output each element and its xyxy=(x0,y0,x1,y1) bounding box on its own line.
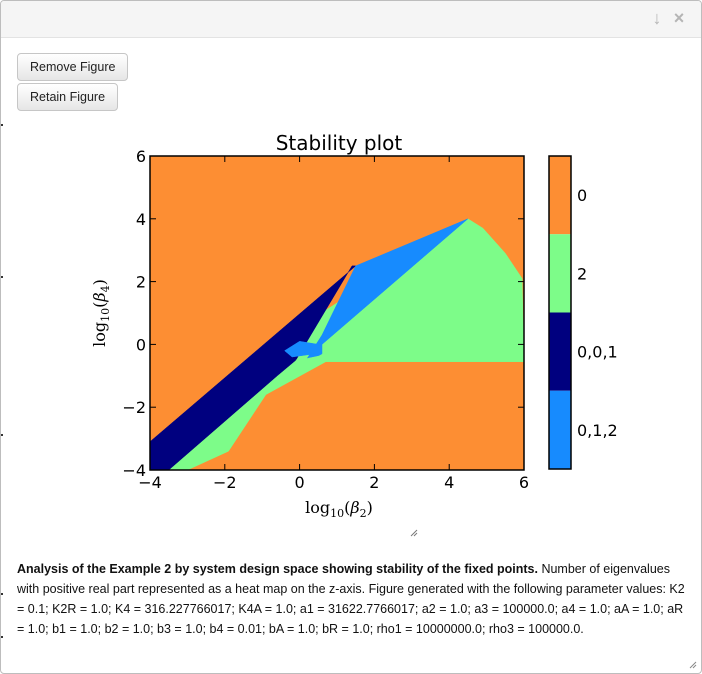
y-tick-label: 6 xyxy=(136,147,146,166)
x-tick-label: 2 xyxy=(369,473,379,492)
x-tick-label: 6 xyxy=(519,473,529,492)
colorbar-frame xyxy=(548,155,572,470)
figure-resize-icon[interactable] xyxy=(410,529,418,537)
region-2 xyxy=(150,265,357,470)
region-4 xyxy=(284,341,319,358)
x-tick-label: −4 xyxy=(138,473,162,492)
colorbar-segment xyxy=(549,156,571,235)
x-tick-label: −2 xyxy=(213,473,237,492)
colorbar-label: 2 xyxy=(577,264,587,283)
figure-caption: Analysis of the Example 2 by system desi… xyxy=(17,559,689,639)
colorbar-label: 0,0,1 xyxy=(577,343,618,362)
y-tick-label: 4 xyxy=(136,210,146,229)
y-tick-labels: −4 −2 0 2 4 6 xyxy=(122,147,146,480)
colorbar-label: 0 xyxy=(577,186,587,205)
x-tick-label: 0 xyxy=(295,473,305,492)
remove-figure-button[interactable]: Remove Figure xyxy=(17,53,129,81)
chart-title: Stability plot xyxy=(276,131,403,155)
colorbar-labels: 0 2 0,0,1 0,1,2 xyxy=(577,186,618,440)
dialog-titlebar: ↓ × xyxy=(1,1,701,38)
colorbar xyxy=(548,155,572,470)
caption-title: Analysis of the Example 2 by system desi… xyxy=(17,562,538,576)
stability-plot: Stability plot −4 −2 0 2 4 6 −4 −2 0 2 4 6 log10(β… xyxy=(90,131,618,520)
x-tick-label: 4 xyxy=(444,473,454,492)
colorbar-segment xyxy=(549,390,571,469)
heatmap-regions xyxy=(150,156,524,470)
colorbar-segment xyxy=(549,234,571,313)
x-axis-label: log10(β2) xyxy=(305,498,373,520)
colorbar-label: 0,1,2 xyxy=(577,421,618,440)
x-tick-labels: −4 −2 0 2 4 6 xyxy=(138,473,529,492)
y-tick-label: −2 xyxy=(122,398,146,417)
plot-frame xyxy=(149,155,525,471)
y-tick-label: −4 xyxy=(122,461,146,480)
y-tick-label: 0 xyxy=(136,335,146,354)
close-icon[interactable]: × xyxy=(673,8,685,28)
region-5 xyxy=(295,355,327,362)
caption-text: Number of eigenvalues with positive real… xyxy=(17,562,685,636)
colorbar-segment xyxy=(549,312,571,391)
retain-figure-button[interactable]: Retain Figure xyxy=(17,83,119,111)
dialog-resize-icon[interactable] xyxy=(689,661,697,669)
y-tick-label: 2 xyxy=(136,273,146,292)
axis-ticks xyxy=(149,155,525,471)
arrow-down-icon[interactable]: ↓ xyxy=(652,8,662,28)
y-axis-label: log10(β4) xyxy=(90,279,112,347)
